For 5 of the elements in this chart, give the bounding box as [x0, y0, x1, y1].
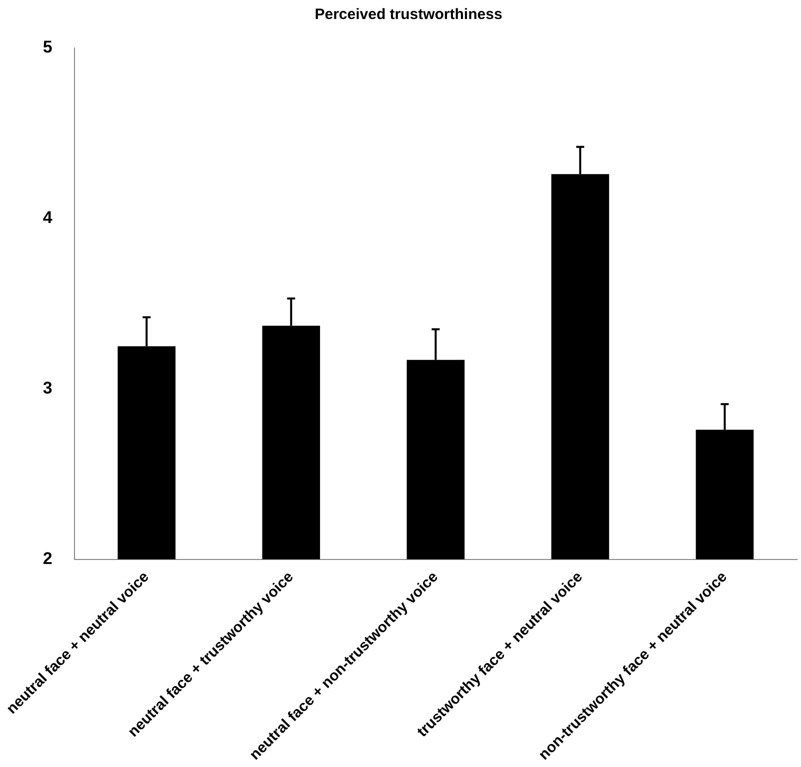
- chart-title: Perceived trustworthiness: [314, 6, 502, 24]
- y-tick-label: 3: [42, 378, 52, 398]
- y-tick-label: 5: [42, 38, 52, 57]
- y-tick-label: 4: [42, 208, 53, 228]
- y-tick-label: 2: [42, 548, 52, 568]
